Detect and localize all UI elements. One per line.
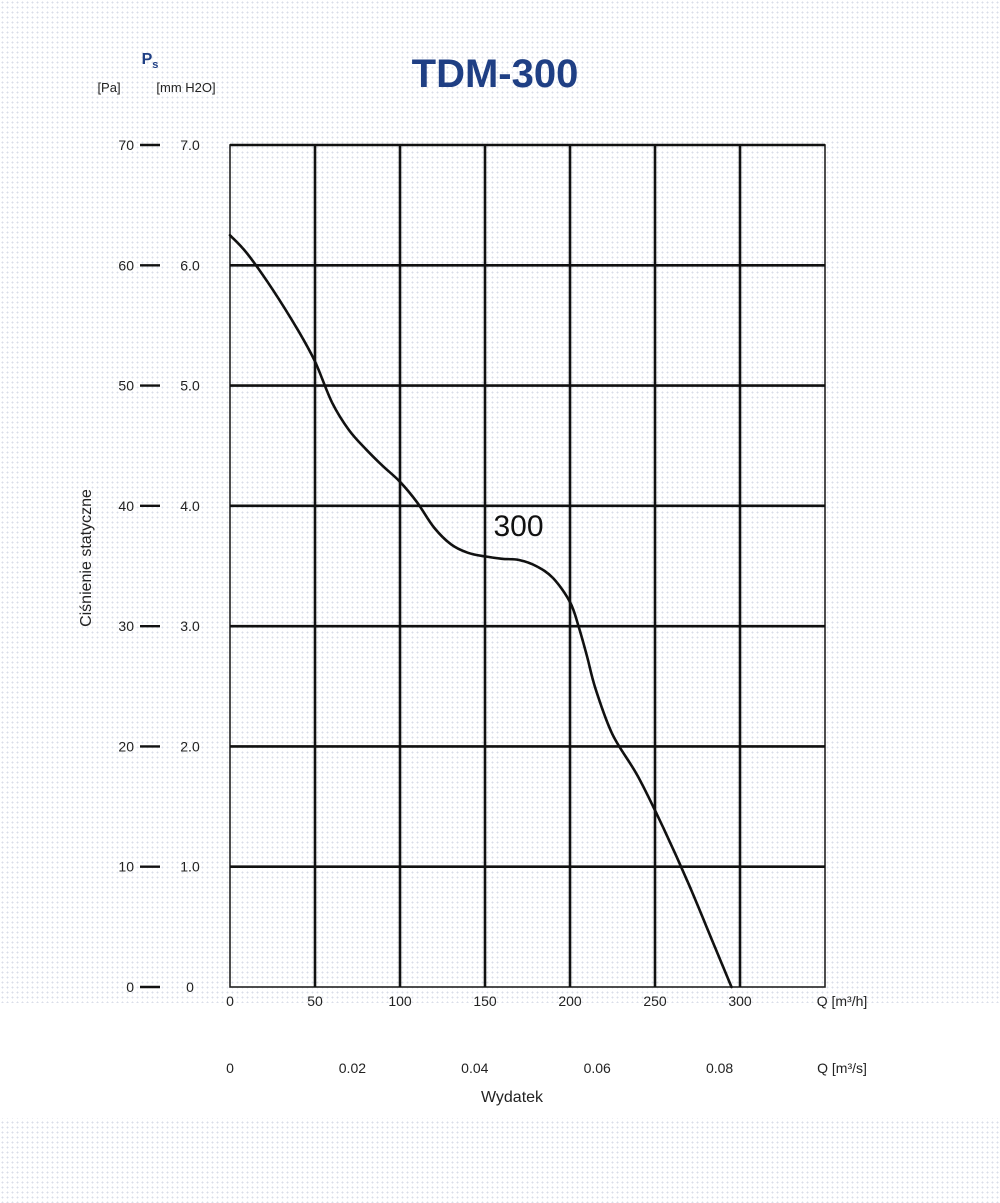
x-tick-label-m3h: 0: [226, 993, 234, 1009]
y-tick-label-mm: 2.0: [180, 738, 200, 754]
chart-title: TDM-300: [412, 52, 579, 96]
plot-frame: [229, 144, 826, 988]
x-tick-label-m3s: 0: [226, 1060, 234, 1076]
y-tick-label-mm: 7.0: [180, 137, 200, 153]
y-tick-label-mm: 0: [186, 979, 194, 995]
x-tick-label-m3h: 300: [728, 993, 752, 1009]
y-tick-label-pa: 10: [118, 859, 134, 875]
svg-text:Ps: Ps: [142, 51, 159, 71]
axis-label-band: [0, 1003, 1000, 1118]
x-unit-m3s: Q [m³/s]: [817, 1060, 867, 1076]
y-tick-label-pa: 50: [118, 378, 134, 394]
y-tick-label-pa: 30: [118, 618, 134, 634]
y-unit-header: Ps [Pa] [mm H2O]: [97, 51, 215, 95]
y-unit-mmh2o: [mm H2O]: [156, 80, 215, 95]
y-tick-label-mm: 3.0: [180, 618, 200, 634]
series-label-300: 300: [494, 510, 544, 543]
x-tick-label-m3h: 50: [307, 993, 323, 1009]
series-line-300: [228, 233, 733, 989]
x-tick-label-m3s: 0.04: [461, 1060, 488, 1076]
x-tick-label-m3s: 0.08: [706, 1060, 733, 1076]
x-unit-m3h: Q [m³/h]: [817, 993, 868, 1009]
y-tick-label-pa: 20: [118, 738, 134, 754]
grid: [229, 143, 826, 988]
y-tick-label-mm: 5.0: [180, 378, 200, 394]
y-tick-label-pa: 0: [126, 979, 134, 995]
axes: 0 10 20 30 40 50 60 70 0 1.0 2.0 3.0 4.0 5.0 6.0 7.0 0 50…: [118, 137, 751, 1076]
y-tick-label-pa: 60: [118, 257, 134, 273]
x-tick-label-m3s: 0.02: [339, 1060, 366, 1076]
y-unit-pa: [Pa]: [97, 80, 120, 95]
y-tick-label-pa: 70: [118, 137, 134, 153]
x-tick-label-m3h: 150: [473, 993, 497, 1009]
x-tick-label-m3h: 250: [643, 993, 667, 1009]
plot-area: 300: [228, 233, 733, 989]
y-tick-label-mm: 4.0: [180, 498, 200, 514]
x-tick-label-m3h: 100: [388, 993, 412, 1009]
x-tick-label-m3h: 200: [558, 993, 582, 1009]
y-tick-label-mm: 1.0: [180, 859, 200, 875]
y-symbol: P: [142, 51, 153, 68]
y-axis-label: Ciśnienie statyczne: [78, 489, 95, 627]
y-tick-label-pa: 40: [118, 498, 134, 514]
y-symbol-subscript: s: [152, 59, 158, 71]
x-axis-label: Wydatek: [481, 1089, 544, 1106]
y-tick-label-mm: 6.0: [180, 257, 200, 273]
x-tick-label-m3s: 0.06: [584, 1060, 611, 1076]
